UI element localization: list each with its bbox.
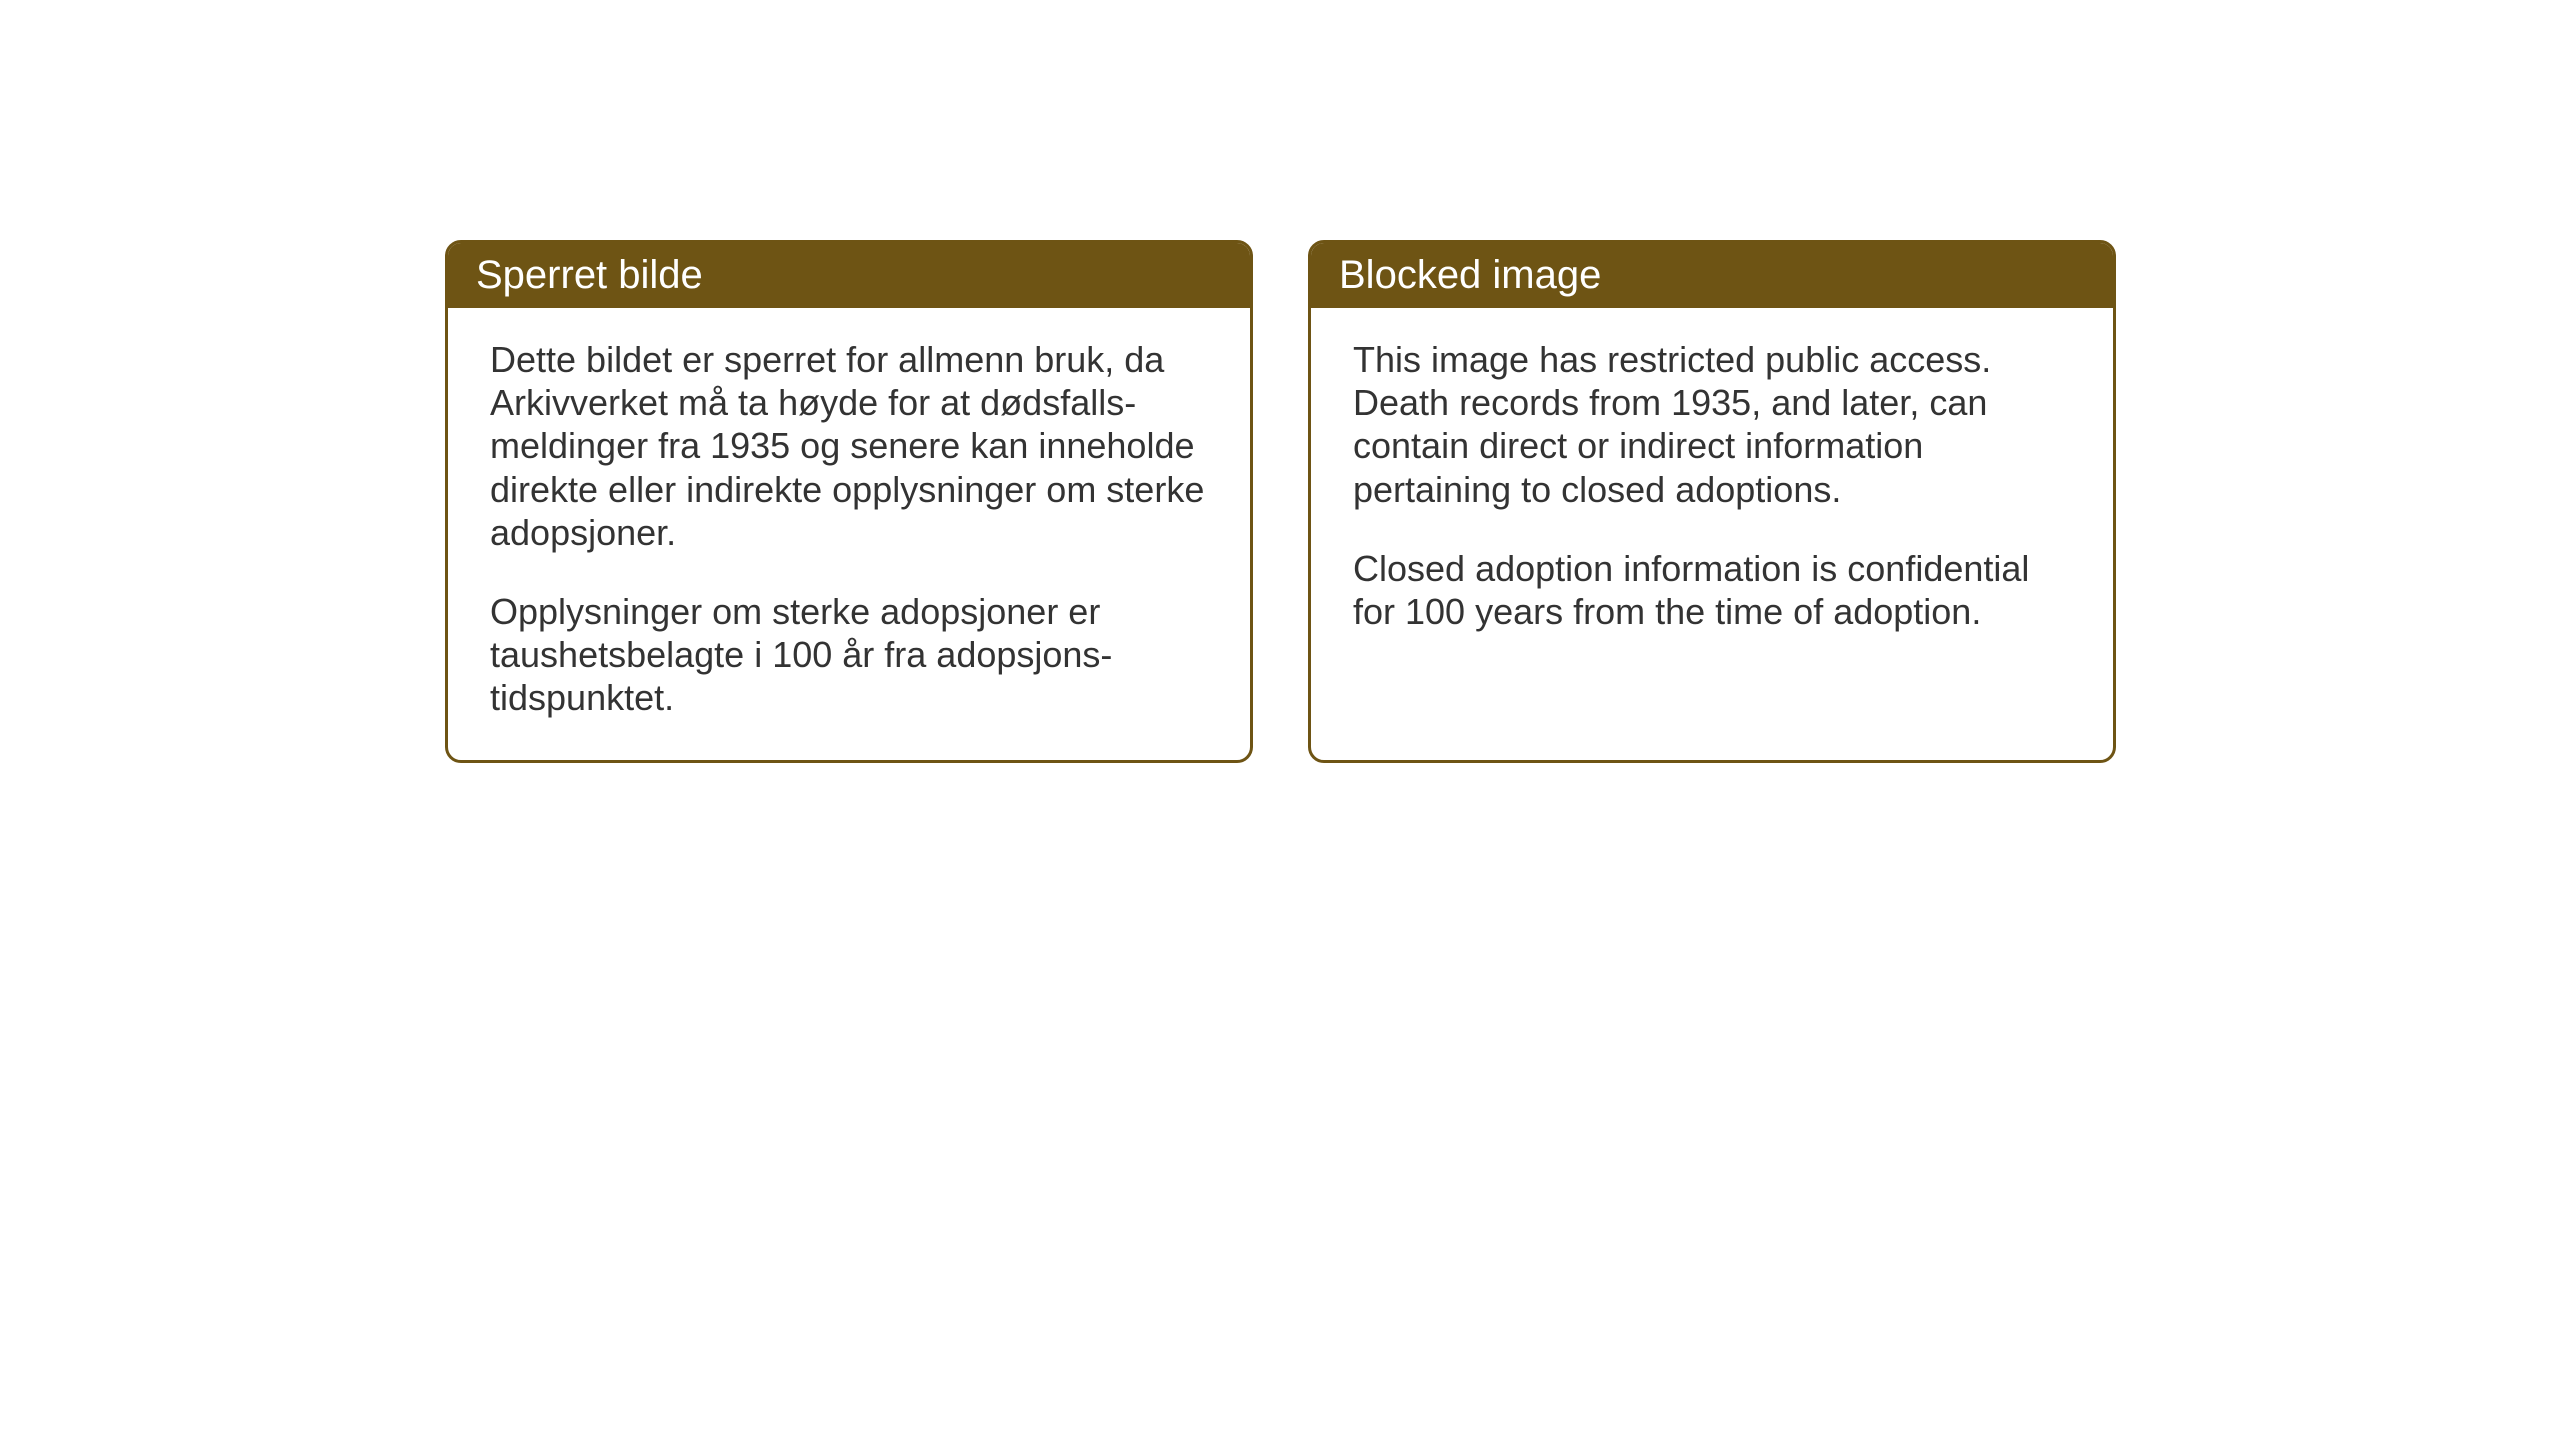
card-title-english: Blocked image: [1339, 253, 1601, 297]
card-body-english: This image has restricted public access.…: [1311, 308, 2113, 738]
card-norwegian: Sperret bilde Dette bildet er sperret fo…: [445, 240, 1253, 763]
card-header-norwegian: Sperret bilde: [448, 243, 1250, 308]
card-paragraph-english-2: Closed adoption information is confident…: [1353, 547, 2071, 633]
card-paragraph-english-1: This image has restricted public access.…: [1353, 338, 2071, 511]
card-body-norwegian: Dette bildet er sperret for allmenn bruk…: [448, 308, 1250, 760]
card-english: Blocked image This image has restricted …: [1308, 240, 2116, 763]
cards-container: Sperret bilde Dette bildet er sperret fo…: [445, 240, 2116, 763]
card-header-english: Blocked image: [1311, 243, 2113, 308]
card-title-norwegian: Sperret bilde: [476, 253, 703, 297]
card-paragraph-norwegian-1: Dette bildet er sperret for allmenn bruk…: [490, 338, 1208, 554]
card-paragraph-norwegian-2: Opplysninger om sterke adopsjoner er tau…: [490, 590, 1208, 720]
